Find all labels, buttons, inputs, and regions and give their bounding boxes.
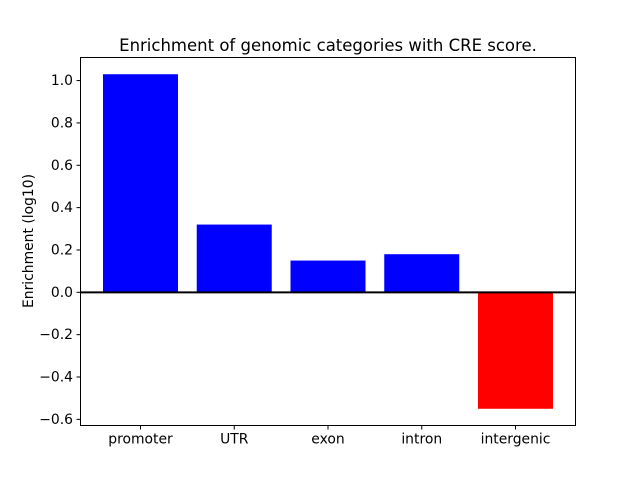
y-tick-label: −0.4 — [39, 370, 73, 386]
y-tick-label: −0.6 — [39, 412, 73, 428]
y-tick-label: 0.6 — [51, 158, 73, 174]
y-tick-label: 1.0 — [51, 73, 73, 89]
y-tick-label: 0.2 — [51, 242, 73, 258]
bar-intron — [384, 254, 460, 293]
x-tick-label-exon: exon — [311, 432, 344, 448]
x-tick-label-intron: intron — [401, 432, 442, 448]
bar-intergenic — [478, 292, 553, 409]
bar-UTR — [196, 224, 272, 293]
bar-promoter — [103, 74, 178, 293]
y-tick-label: −0.2 — [39, 327, 73, 343]
x-tick-label-promoter: promoter — [108, 432, 173, 448]
bar-exon — [290, 260, 366, 293]
chart-title: Enrichment of genomic categories with CR… — [119, 36, 537, 55]
x-tick-label-intergenic: intergenic — [481, 432, 551, 448]
y-tick-label: 0.4 — [51, 200, 73, 216]
y-tick-label: 0.0 — [51, 285, 73, 301]
x-tick-label-UTR: UTR — [220, 432, 249, 448]
y-tick-label: 0.8 — [51, 115, 73, 131]
